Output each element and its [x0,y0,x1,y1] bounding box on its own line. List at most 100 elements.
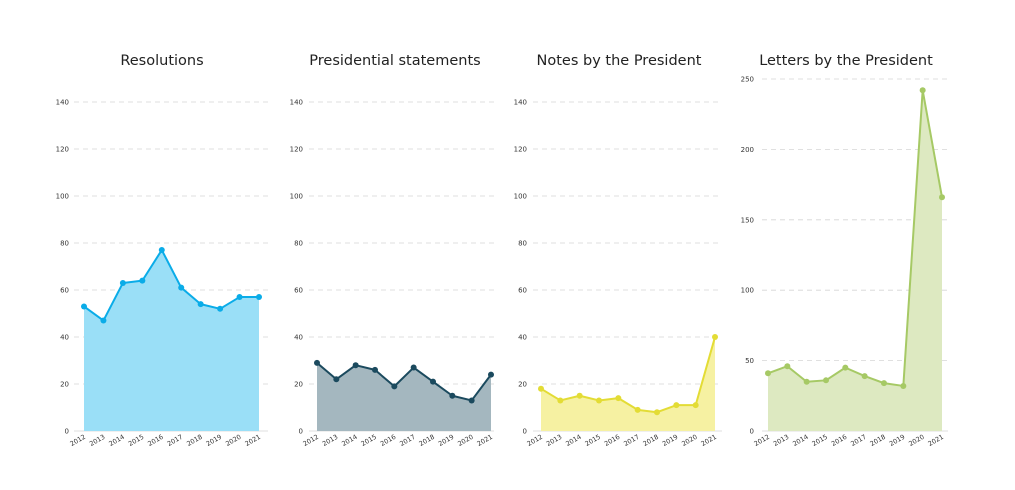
chart-title: Resolutions [120,53,203,69]
x-tick-label: 2020 [456,433,474,448]
y-tick-label: 40 [518,334,527,342]
data-point [139,277,146,284]
x-tick-label: 2017 [166,433,184,448]
y-tick-label: 40 [294,334,303,342]
x-tick-label: 2015 [584,433,602,448]
data-point [217,305,224,312]
y-tick-label: 20 [60,381,69,389]
y-tick-label: 50 [745,357,754,365]
x-tick-label: 2019 [437,433,455,448]
chart-panel: Notes by the President 0 20 40 60 80 100 120 140… [514,53,722,448]
data-point [197,301,204,308]
x-tick-label: 2017 [398,433,416,448]
y-tick-label: 0 [299,428,303,436]
data-point [100,317,107,324]
x-tick-label: 2016 [379,433,397,448]
data-point [881,380,887,387]
y-tick-label: 0 [750,428,754,436]
x-tick-label: 2015 [360,433,378,448]
x-tick-label: 2013 [88,433,106,448]
data-point [372,366,378,373]
x-tick-label: 2019 [661,433,679,448]
data-point [391,383,398,390]
y-tick-label: 40 [60,334,69,342]
data-point [673,402,680,409]
data-point [861,373,868,380]
data-point [634,406,641,413]
data-point [692,402,699,409]
data-point [468,397,475,404]
y-tick-label: 100 [514,193,527,201]
x-tick-label: 2017 [849,433,867,448]
y-tick-label: 100 [56,193,69,201]
data-point [158,247,165,254]
x-tick-label: 2016 [830,433,848,448]
series-area [768,90,942,431]
data-point [314,359,320,366]
data-point [919,87,926,94]
data-point [538,385,544,392]
y-tick-label: 0 [523,428,527,436]
data-point [81,303,87,310]
x-tick-label: 2015 [127,433,145,448]
y-tick-label: 100 [290,193,303,201]
data-point [765,370,771,377]
y-tick-label: 120 [290,146,303,154]
x-tick-label: 2020 [907,433,925,448]
y-tick-label: 60 [518,287,527,295]
x-tick-label: 2018 [642,433,660,448]
series-area [317,362,491,431]
x-tick-label: 2012 [69,433,87,448]
x-tick-label: 2016 [603,433,621,448]
data-point [352,362,359,369]
y-tick-label: 20 [294,381,303,389]
y-tick-label: 140 [514,99,527,107]
data-point [488,371,494,378]
y-tick-label: 250 [741,76,754,84]
data-point [900,382,907,389]
series-line [540,336,716,414]
x-tick-label: 2014 [108,433,126,448]
x-tick-label: 2012 [302,433,320,448]
series-area [84,250,259,431]
data-point [615,395,622,402]
x-tick-label: 2013 [321,433,339,448]
x-tick-label: 2013 [545,433,563,448]
data-point [557,397,564,404]
y-tick-label: 60 [60,287,69,295]
x-tick-label: 2015 [811,433,829,448]
x-tick-label: 2018 [418,433,436,448]
data-point [119,279,126,286]
y-tick-label: 140 [56,99,69,107]
x-tick-label: 2021 [476,433,494,448]
data-point [842,364,849,371]
series-line [316,362,492,402]
x-tick-label: 2019 [888,433,906,448]
x-tick-label: 2020 [224,433,242,448]
data-point [430,378,436,385]
x-tick-label: 2021 [244,433,262,448]
x-tick-label: 2012 [753,433,771,448]
series-line [83,249,259,322]
x-tick-label: 2013 [772,433,790,448]
data-point [803,378,810,385]
data-point [256,294,262,301]
chart-panel: Presidential statements 0 20 40 60 80 100 120 14… [290,53,494,448]
data-point [576,392,583,399]
x-tick-label: 2012 [526,433,544,448]
chart-panel: Letters by the President 0 50 100 150 200 250 2… [741,53,948,448]
x-tick-label: 2014 [791,433,809,448]
y-tick-label: 20 [518,381,527,389]
data-point [236,294,243,301]
y-tick-label: 60 [294,287,303,295]
chart-title: Notes by the President [537,53,702,69]
chart-title: Letters by the President [759,53,933,69]
y-tick-label: 120 [514,146,527,154]
y-tick-label: 80 [294,240,303,248]
x-tick-label: 2021 [927,433,945,448]
x-tick-label: 2014 [340,433,358,448]
y-tick-label: 200 [741,146,754,154]
chart-title: Presidential statements [309,53,480,69]
